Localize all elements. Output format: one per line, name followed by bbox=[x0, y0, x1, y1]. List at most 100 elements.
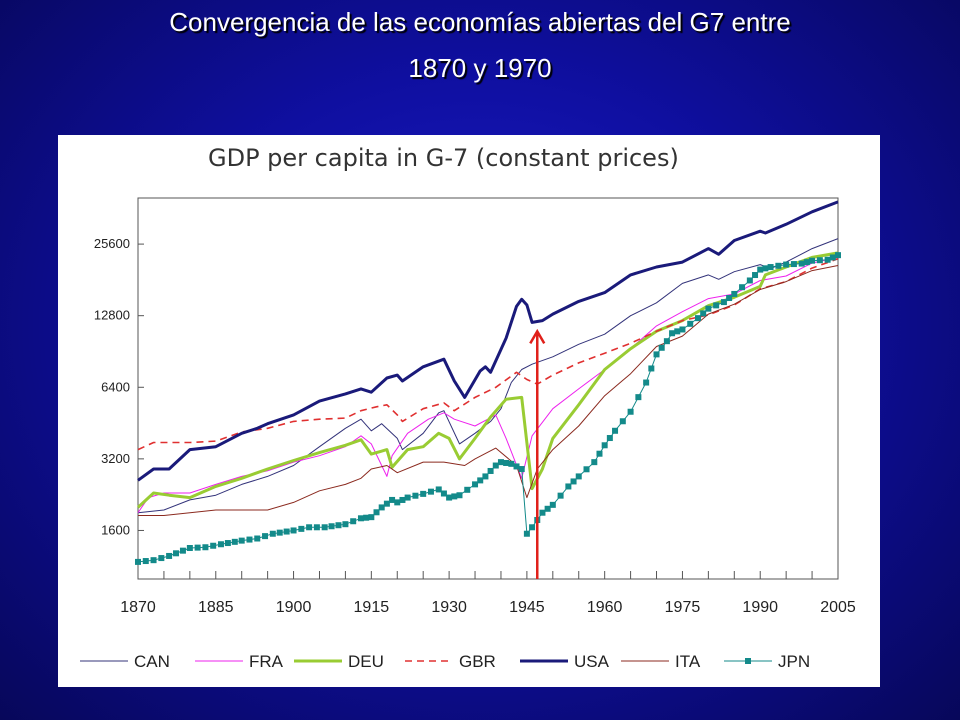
series-marker-jpn bbox=[803, 259, 810, 266]
series-marker-jpn bbox=[809, 257, 816, 264]
gdp-chart: GDP per capita in G-7 (constant prices) … bbox=[80, 144, 856, 671]
series-line-deu bbox=[136, 251, 839, 509]
series-marker-jpn bbox=[653, 351, 660, 358]
series-marker-jpn bbox=[482, 473, 489, 480]
series-marker-jpn bbox=[373, 509, 380, 516]
y-tick-label: 3200 bbox=[101, 451, 130, 466]
x-tick-label: 1960 bbox=[587, 599, 623, 616]
series-marker-jpn bbox=[420, 490, 427, 497]
series-marker-jpn bbox=[503, 459, 510, 466]
x-tick-label: 1900 bbox=[276, 599, 312, 616]
series-marker-jpn bbox=[394, 499, 401, 506]
series-marker-jpn bbox=[746, 277, 753, 284]
series-marker-jpn bbox=[643, 379, 650, 386]
series-marker-jpn bbox=[298, 525, 305, 532]
series-marker-jpn bbox=[687, 320, 694, 327]
series-marker-jpn bbox=[726, 295, 733, 302]
series-marker-jpn bbox=[497, 459, 504, 466]
series-marker-jpn bbox=[669, 330, 676, 337]
series-marker-jpn bbox=[720, 299, 727, 306]
series-marker-jpn bbox=[705, 305, 712, 312]
series-marker-jpn bbox=[389, 496, 396, 503]
y-tick-label: 6400 bbox=[101, 379, 130, 394]
series-marker-jpn bbox=[363, 514, 370, 521]
series-marker-jpn bbox=[378, 504, 385, 511]
series-marker-jpn bbox=[606, 435, 613, 442]
series-marker-jpn bbox=[224, 540, 231, 547]
series-marker-jpn bbox=[435, 486, 442, 493]
series-marker-jpn bbox=[539, 509, 546, 516]
series-marker-jpn bbox=[635, 394, 642, 401]
series-marker-jpn bbox=[798, 260, 805, 267]
series-marker-jpn bbox=[368, 514, 375, 521]
series-marker-jpn bbox=[648, 365, 655, 372]
series-marker-jpn bbox=[166, 552, 173, 559]
series-marker-jpn bbox=[173, 550, 180, 557]
series-marker-jpn bbox=[150, 557, 157, 564]
legend-label-usa: USA bbox=[574, 652, 610, 671]
series-marker-jpn bbox=[246, 536, 253, 543]
series-line-ita bbox=[138, 265, 839, 516]
series-line-jpn bbox=[137, 254, 839, 563]
series-marker-jpn bbox=[321, 524, 328, 531]
series-marker-jpn bbox=[456, 492, 463, 499]
series-marker-jpn bbox=[757, 266, 764, 273]
series-marker-jpn bbox=[627, 408, 634, 415]
series-marker-jpn bbox=[283, 528, 290, 535]
series-marker-jpn bbox=[269, 530, 276, 537]
series-marker-jpn bbox=[210, 542, 217, 549]
series-marker-jpn bbox=[674, 328, 681, 335]
series-marker-jpn bbox=[565, 483, 572, 490]
x-tick-label: 1945 bbox=[509, 599, 545, 616]
series-marker-jpn bbox=[276, 529, 283, 536]
series-marker-jpn bbox=[816, 257, 823, 264]
series-marker-jpn bbox=[596, 450, 603, 457]
series-marker-jpn bbox=[783, 261, 790, 268]
y-tick-label: 25600 bbox=[94, 236, 130, 251]
series-marker-jpn bbox=[612, 427, 619, 434]
y-tick-label: 12800 bbox=[94, 308, 130, 323]
series-marker-jpn bbox=[472, 481, 479, 488]
series-marker-jpn bbox=[575, 473, 582, 480]
series-marker-jpn bbox=[549, 501, 556, 508]
series-marker-jpn bbox=[412, 492, 419, 499]
legend-label-gbr: GBR bbox=[459, 652, 496, 671]
series-marker-jpn bbox=[487, 467, 494, 474]
series-marker-jpn bbox=[383, 500, 390, 507]
series-marker-jpn bbox=[775, 262, 782, 269]
series-marker-jpn bbox=[404, 494, 411, 501]
series-marker-jpn bbox=[238, 537, 245, 544]
series-marker-jpn bbox=[790, 261, 797, 268]
series-marker-jpn bbox=[427, 488, 434, 495]
series-marker-jpn bbox=[513, 463, 520, 470]
series-marker-jpn bbox=[290, 527, 297, 534]
series-marker-jpn bbox=[254, 535, 261, 542]
series-marker-jpn bbox=[829, 254, 836, 261]
series-marker-jpn bbox=[601, 442, 608, 449]
series-marker-jpn bbox=[695, 315, 701, 322]
series-marker-jpn bbox=[731, 290, 738, 297]
slide-title-line1: Convergencia de las economías abiertas d… bbox=[169, 7, 791, 37]
legend-label-jpn: JPN bbox=[778, 652, 810, 671]
series-marker-jpn bbox=[700, 310, 707, 317]
series-marker-jpn bbox=[451, 493, 458, 500]
series-marker-jpn bbox=[135, 558, 141, 565]
series-marker-jpn bbox=[313, 524, 320, 531]
x-tick-label: 1930 bbox=[431, 599, 467, 616]
legend-label-fra: FRA bbox=[249, 652, 284, 671]
series-marker-jpn bbox=[399, 496, 406, 503]
series-marker-jpn bbox=[202, 544, 209, 551]
x-tick-label: 1990 bbox=[742, 599, 778, 616]
series-marker-jpn bbox=[619, 418, 626, 425]
x-tick-label: 1915 bbox=[354, 599, 390, 616]
series-marker-jpn bbox=[158, 555, 165, 562]
series-marker-jpn bbox=[306, 524, 313, 531]
series-marker-jpn bbox=[357, 515, 364, 522]
series-marker-jpn bbox=[835, 252, 841, 259]
series-marker-jpn bbox=[262, 533, 269, 540]
x-tick-label: 1885 bbox=[198, 599, 234, 616]
slide-title-line2: 1870 y 1970 bbox=[408, 53, 552, 83]
legend-marker-jpn bbox=[745, 658, 751, 664]
series-marker-jpn bbox=[824, 256, 831, 263]
series-marker-jpn bbox=[713, 302, 720, 309]
